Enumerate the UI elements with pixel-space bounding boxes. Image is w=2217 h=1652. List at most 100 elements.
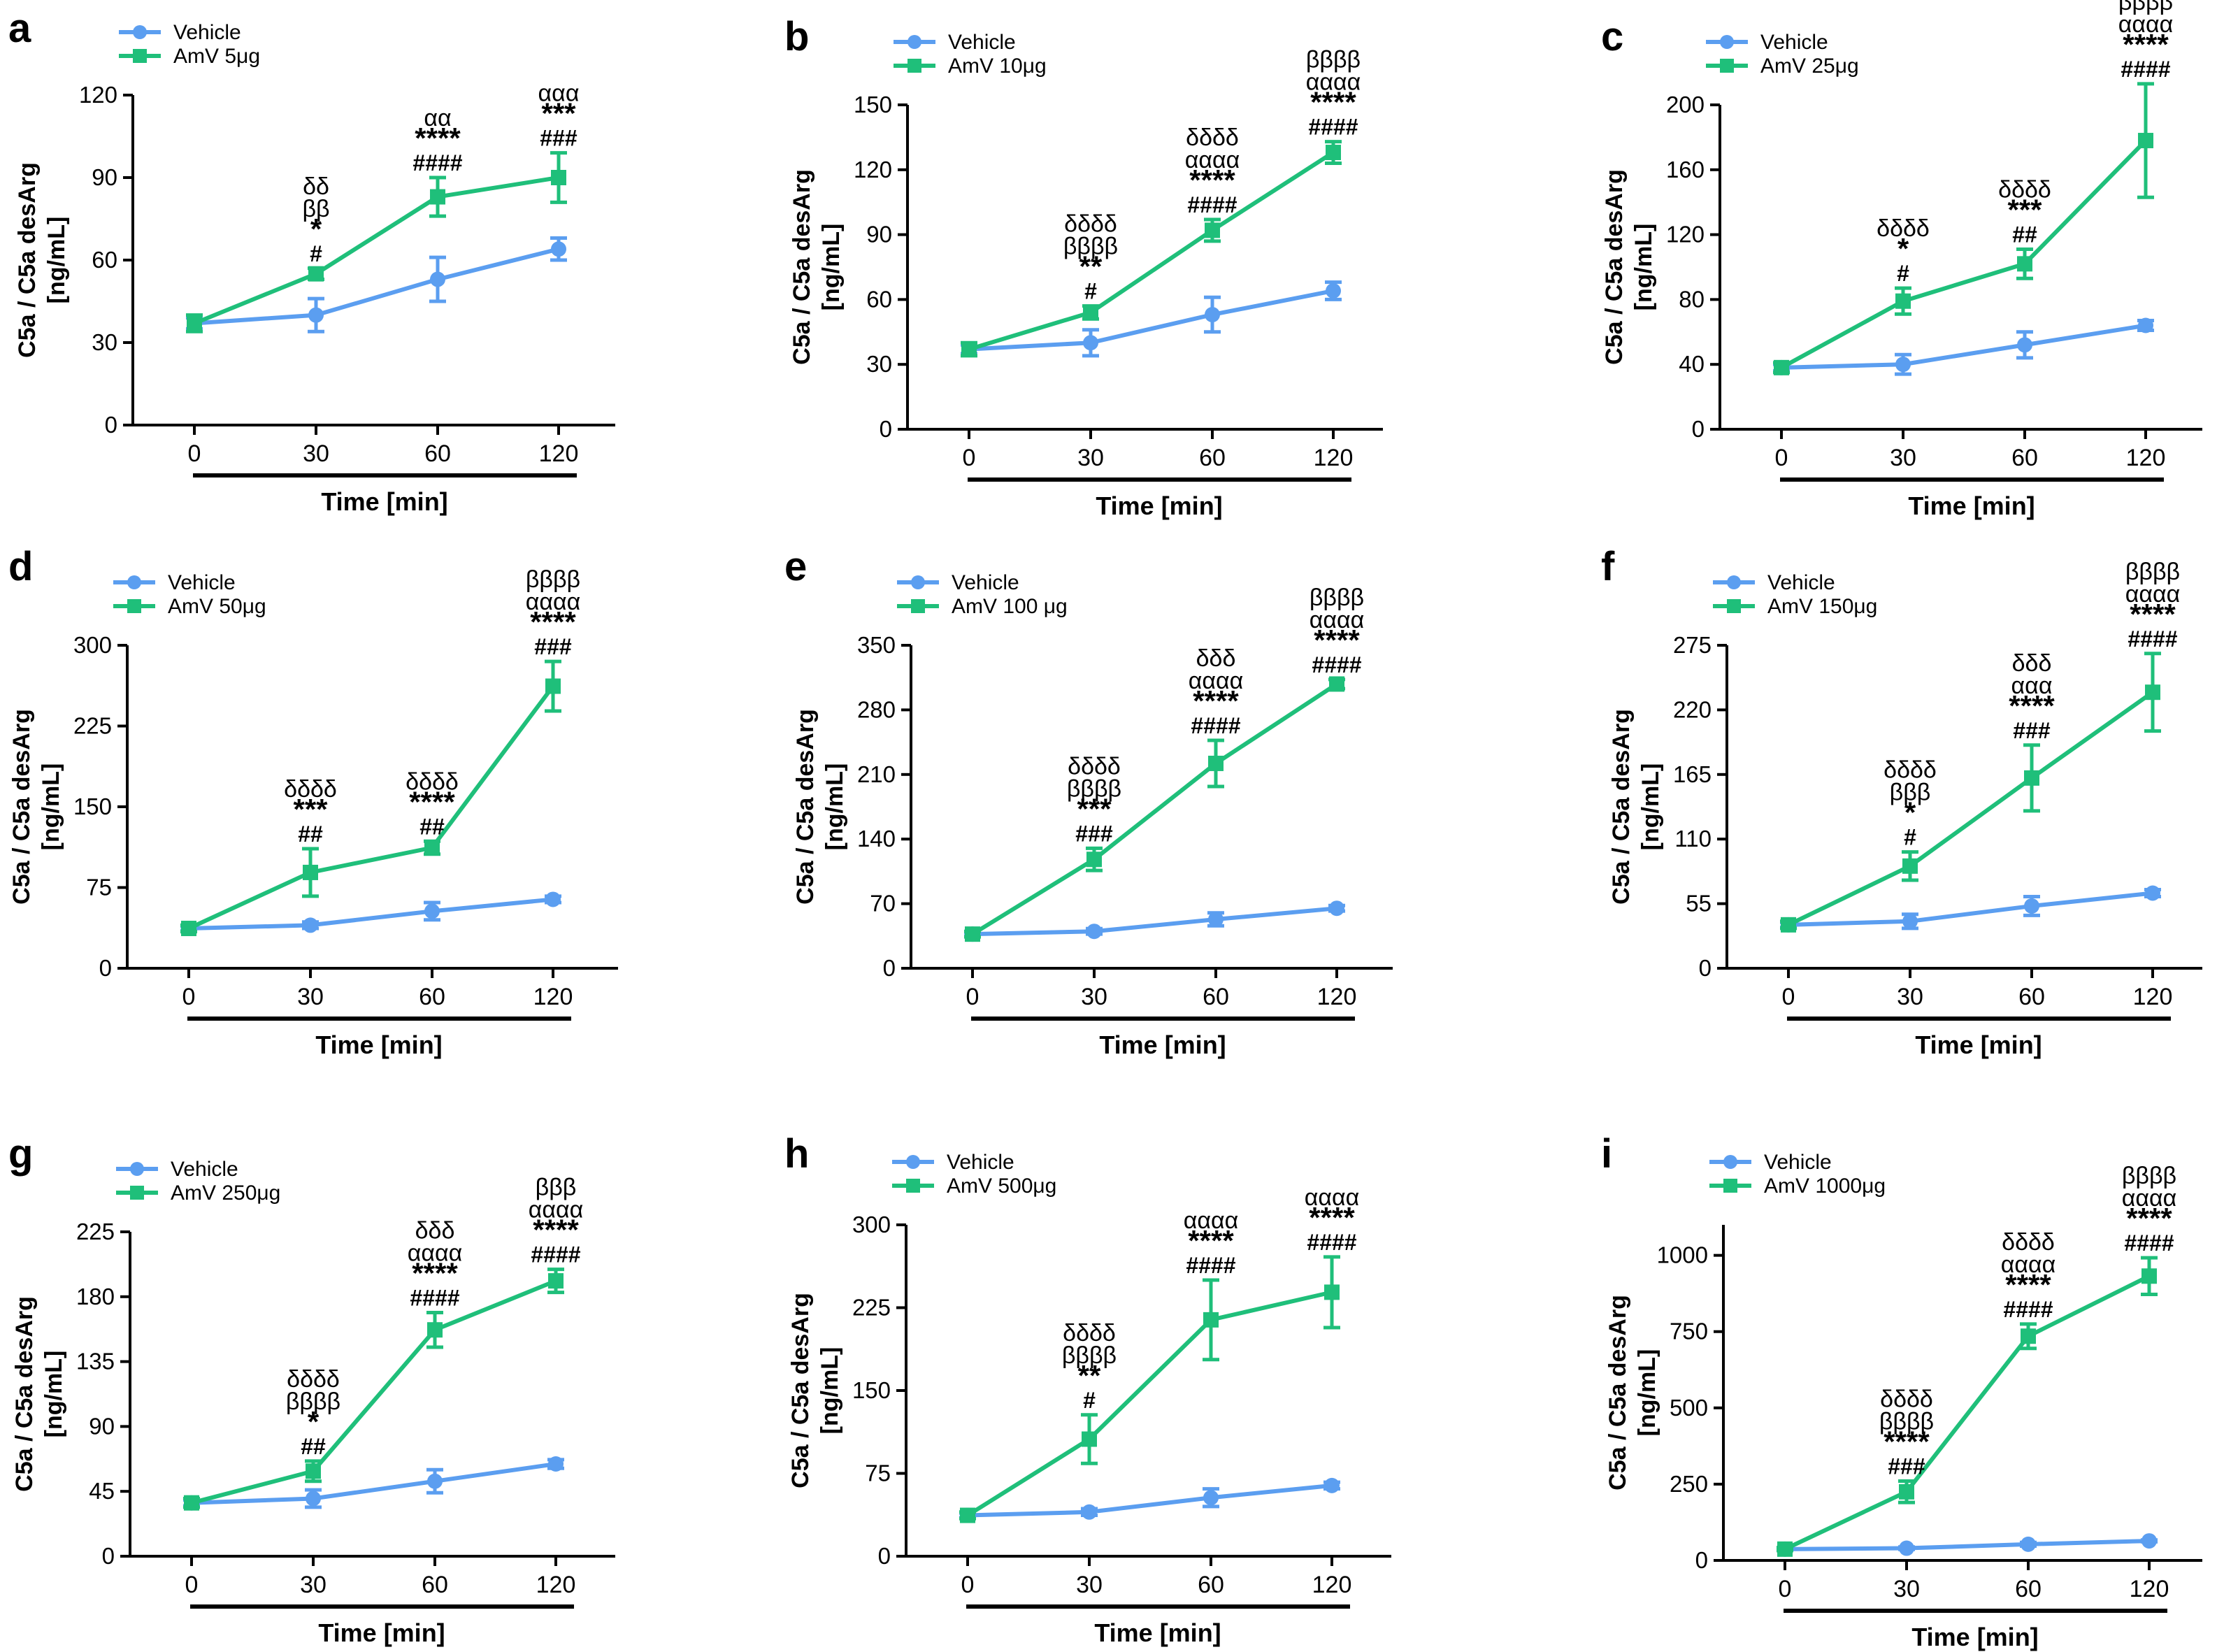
- legend-marker-vehicle: [906, 1155, 920, 1169]
- significance-marker: #: [310, 241, 322, 266]
- significance-marker: ##: [298, 821, 323, 847]
- x-tick-label: 60: [2018, 984, 2045, 1010]
- x-axis-label: Time [min]: [321, 487, 447, 516]
- y-tick-label: 0: [1695, 1547, 1708, 1573]
- significance-marker: ββββ: [526, 566, 580, 593]
- amv-series-line: [1780, 138, 2148, 370]
- legend-marker-amv: [127, 599, 141, 613]
- y-tick-label: 150: [73, 793, 112, 819]
- amv-series-line: [191, 1279, 557, 1505]
- significance-marker: ****: [2005, 1268, 2051, 1301]
- x-tick-label: 60: [1203, 984, 1229, 1010]
- x-axis-label: Time [min]: [315, 1030, 442, 1059]
- significance-marker: ββββ: [1310, 584, 1364, 611]
- significance-marker: ββββ: [1063, 234, 1118, 260]
- significance-marker: αααα: [2125, 581, 2181, 608]
- amv-series-line: [187, 684, 555, 931]
- vehicle-point: [1899, 1540, 1914, 1556]
- panel-b: b 0 30 60 90 120 150 0 30 60 120 Time [min] C5a / C5…: [784, 14, 1383, 520]
- amv-point: [1205, 222, 1220, 238]
- significance-marker: ββββ: [1879, 1409, 1934, 1435]
- significance-marker: δδδδ: [287, 1366, 340, 1393]
- significance-marker: ββββ: [1306, 47, 1361, 73]
- legend-label: AmV 25μg: [1760, 55, 1859, 78]
- significance-marker: ***: [541, 97, 576, 130]
- y-tick-label: 0: [883, 955, 896, 981]
- amv-point: [545, 678, 561, 694]
- y-tick-label: 0: [878, 1543, 891, 1569]
- legend-marker-vehicle: [1727, 575, 1741, 589]
- x-tick-label: 0: [963, 445, 976, 471]
- vehicle-series-line: [1788, 891, 2153, 927]
- significance-marker: ββββ: [1067, 775, 1121, 802]
- y-tick-label: 80: [1679, 286, 1705, 312]
- y-axis-label: C5a / C5a desArg [ng/mL]: [8, 709, 64, 905]
- vehicle-point: [1205, 307, 1220, 323]
- significance-marker: ****: [1188, 1224, 1234, 1257]
- vehicle-point: [1326, 283, 1341, 299]
- vehicle-point: [1082, 1504, 1097, 1520]
- x-tick-label: 120: [539, 440, 579, 467]
- y-axis-label-line2: [ng/mL]: [821, 763, 848, 851]
- legend-label: AmV 10μg: [948, 55, 1047, 78]
- amv-point: [430, 189, 445, 205]
- legend-label: Vehicle: [171, 1158, 238, 1181]
- vehicle-point: [2141, 1533, 2157, 1549]
- significance-marker: δδδδ: [2002, 1229, 2055, 1256]
- x-tick-label: 30: [1076, 1572, 1103, 1598]
- y-axis-label-line1: C5a / C5a desArg: [14, 162, 41, 358]
- significance-marker: ****: [533, 1214, 579, 1247]
- significance-marker: αααα: [1184, 1207, 1239, 1234]
- y-tick-label: 0: [102, 1543, 115, 1569]
- y-axis-label-line1: C5a / C5a desArg: [8, 709, 35, 905]
- vehicle-point: [430, 271, 445, 287]
- x-axis-label: Time [min]: [1099, 1030, 1226, 1059]
- vehicle-point: [308, 307, 324, 323]
- x-tick-label: 60: [419, 984, 445, 1010]
- x-tick-label: 120: [2126, 445, 2166, 471]
- significance-marker: *: [1897, 232, 1909, 265]
- x-tick-label: 0: [1775, 445, 1788, 471]
- y-axis-label: C5a / C5a desArg [ng/mL]: [1601, 169, 1657, 365]
- y-tick-label: 120: [854, 157, 892, 182]
- significance-marker: ##: [2012, 222, 2037, 247]
- legend-label: AmV 500μg: [947, 1175, 1056, 1198]
- amv-point: [1902, 858, 1918, 874]
- significance-marker: ####: [2124, 1230, 2174, 1256]
- significance-marker: ββ: [302, 196, 329, 222]
- legend-marker-vehicle: [1723, 1155, 1737, 1169]
- y-tick-label: 60: [92, 247, 117, 273]
- vehicle-series-line: [968, 289, 1334, 352]
- amv-point: [965, 926, 980, 942]
- significance-marker: ββββ: [2125, 559, 2180, 585]
- significance-marker: δδδ: [415, 1217, 455, 1244]
- significance-marker: ****: [2009, 689, 2055, 722]
- y-axis-label-line2: [ng/mL]: [1634, 1349, 1660, 1437]
- significance-marker: *: [308, 1405, 320, 1438]
- y-tick-label: 300: [852, 1212, 891, 1237]
- y-axis-label: C5a / C5a desArg [ng/mL]: [14, 162, 70, 358]
- legend-marker-amv: [130, 1186, 144, 1200]
- x-tick-label: 30: [303, 440, 329, 467]
- significance-marker: δδδδ: [1877, 215, 1930, 242]
- panel-d: d 0 75 150 225 300 0 30 60 120 Time [min] C5a / C5a…: [8, 544, 618, 1059]
- y-tick-label: 210: [857, 761, 896, 787]
- amv-series-line: [193, 175, 559, 326]
- y-axis-label: C5a / C5a desArg [ng/mL]: [1605, 1295, 1660, 1491]
- legend-marker-amv: [907, 59, 921, 73]
- significance-marker: ****: [1193, 684, 1239, 717]
- legend-label: AmV 50μg: [168, 595, 266, 618]
- legend-marker-amv: [911, 599, 925, 613]
- significance-marker: ***: [2007, 193, 2042, 226]
- significance-marker: ββββ: [1062, 1342, 1117, 1369]
- y-tick-label: 1000: [1657, 1242, 1708, 1268]
- significance-marker: βββ: [1890, 780, 1931, 806]
- panel-letter: h: [784, 1131, 809, 1177]
- amv-point: [1781, 917, 1796, 933]
- x-tick-label: 0: [182, 984, 196, 1010]
- panel-letter: b: [784, 14, 809, 59]
- legend-label: AmV 100 μg: [952, 595, 1068, 618]
- significance-marker: ####: [1191, 713, 1240, 738]
- x-tick-label: 30: [1081, 984, 1107, 1010]
- amv-point: [551, 170, 566, 185]
